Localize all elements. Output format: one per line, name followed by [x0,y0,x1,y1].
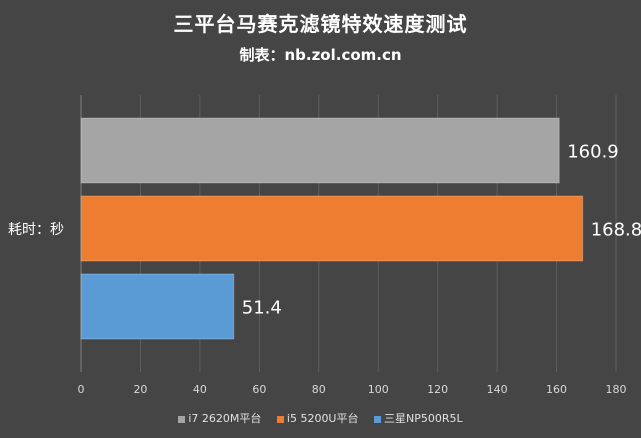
data-label: 160.9 [567,142,619,163]
bar [80,273,235,340]
x-tick-label: 80 [312,383,326,396]
x-tick-label: 20 [133,383,147,396]
legend-item-samsung: 三星NP500R5L [374,410,463,426]
legend-item-i7: i7 2620M平台 [178,410,261,426]
data-label: 51.4 [242,298,282,319]
legend-label-i7: i7 2620M平台 [188,412,262,425]
chart-title: 三平台马赛克滤镜特效速度测试 [173,12,468,36]
legend-item-i5: i5 5200U平台 [276,410,359,426]
legend-swatch-samsung [374,415,381,423]
x-tick-label: 40 [193,383,207,396]
legend-label-i5: i5 5200U平台 [286,412,359,425]
chart-subtitle: 制表：nb.zol.com.cn [239,46,402,64]
x-tick-label: 160 [546,383,567,396]
x-tick-label: 100 [368,383,389,396]
x-tick-label: 60 [252,383,266,396]
x-tick-label: 120 [427,383,448,396]
bar [80,195,584,262]
x-tick-label: 180 [606,383,627,396]
y-axis-label: 耗时：秒 [8,222,64,238]
bar [80,117,560,184]
legend-label-samsung: 三星NP500R5L [384,412,463,425]
data-label: 168.8 [591,220,641,241]
x-tick-label: 140 [487,383,508,396]
legend-swatch-i5 [276,415,284,423]
legend-swatch-i7 [178,415,186,423]
x-tick-label: 0 [78,383,85,396]
legend: i7 2620M平台 i5 5200U平台 三星NP500R5L [0,410,641,426]
